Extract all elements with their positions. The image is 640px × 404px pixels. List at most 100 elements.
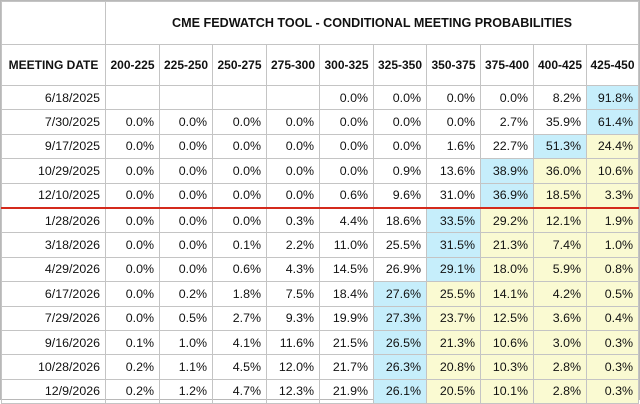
probability-cell: 20.8%	[426, 354, 481, 380]
meeting-date-cell: 12/10/2025	[1, 182, 106, 209]
probability-cell: 0.6%	[212, 256, 267, 283]
probability-cell: 11.0%	[319, 232, 374, 258]
table-row: 12/10/2025 0.0% 0.0% 0.0% 0.0% 0.6% 9.6% 31.0% 3…	[1, 182, 640, 209]
probability-cell: 8.2%	[533, 84, 587, 111]
probability-cell: 2.7%	[212, 305, 267, 331]
probability-cell: 35.9%	[533, 109, 587, 135]
probability-cell: 91.8%	[585, 84, 640, 111]
table-row: 7/30/2025 0.0% 0.0% 0.0% 0.0% 0.0% 0.0% 0.0% 2.7…	[1, 109, 640, 135]
meeting-date-cell: 10/29/2025	[1, 158, 106, 184]
probability-cell: 18.6%	[373, 207, 427, 234]
header-rate-range: 325-350	[373, 44, 427, 86]
probability-cell: 24.4%	[585, 133, 640, 160]
probability-cell: 1.1%	[159, 354, 213, 380]
meeting-date-cell: 4/29/2026	[1, 256, 106, 283]
probability-cell: 0.3%	[585, 329, 640, 356]
probability-cell	[159, 84, 213, 111]
probability-cell: 1.0%	[585, 232, 640, 258]
table-row: 10/29/2025 0.0% 0.0% 0.0% 0.0% 0.0% 0.9% 13.6% 3…	[1, 158, 640, 184]
probability-cell: 12.0%	[266, 354, 320, 380]
probability-cell: 0.0%	[373, 84, 427, 111]
probability-cell: 0.0%	[319, 133, 374, 160]
probability-cell: 0.0%	[159, 256, 213, 283]
probability-cell: 0.0%	[212, 109, 267, 135]
header-rate-range: 250-275	[212, 44, 267, 86]
header-rate-range: 300-325	[319, 44, 374, 86]
probability-cell: 21.7%	[319, 354, 374, 380]
probability-cell: 1.6%	[426, 133, 481, 160]
probability-cell: 11.6%	[266, 329, 320, 356]
probability-cell: 0.0%	[159, 182, 213, 209]
probability-cell: 29.2%	[480, 207, 534, 234]
probability-cell: 10.6%	[585, 158, 640, 184]
probability-cell: 0.0%	[319, 158, 374, 184]
probability-cell: 0.0%	[105, 109, 160, 135]
meeting-date-cell: 6/17/2026	[1, 281, 106, 307]
header-row: MEETING DATE 200-225 225-250 250-275 275-30…	[1, 44, 640, 86]
meeting-date-cell: 9/16/2026	[1, 329, 106, 356]
probability-cell: 36.0%	[533, 158, 587, 184]
probability-cell: 31.5%	[426, 232, 481, 258]
probability-cell: 0.9%	[373, 158, 427, 184]
probability-cell: 18.0%	[480, 256, 534, 283]
probability-cell: 0.0%	[105, 158, 160, 184]
probability-cell: 12.5%	[480, 305, 534, 331]
title-row: CME FEDWATCH TOOL - CONDITIONAL MEETING …	[1, 1, 640, 45]
probability-cell: 18.5%	[533, 182, 587, 209]
table-row: 9/17/2025 0.0% 0.0% 0.0% 0.0% 0.0% 0.0% 1.6% 22.…	[1, 133, 640, 160]
probability-cell: 3.6%	[533, 305, 587, 331]
probability-cell: 0.0%	[319, 84, 374, 111]
probability-cell: 21.3%	[426, 329, 481, 356]
probability-cell: 0.5%	[585, 281, 640, 307]
probability-cell: 0.5%	[159, 305, 213, 331]
meeting-date-cell: 6/18/2025	[1, 84, 106, 111]
probability-cell: 2.2%	[266, 232, 320, 258]
probability-cell: 12.1%	[533, 207, 587, 234]
probability-cell: 4.3%	[266, 256, 320, 283]
probability-cell: 0.6%	[319, 182, 374, 209]
probability-cell: 9.3%	[266, 305, 320, 331]
probability-cell: 51.3%	[533, 133, 587, 160]
probability-cell: 0.0%	[159, 133, 213, 160]
probability-cell: 10.3%	[480, 354, 534, 380]
probability-cell: 25.5%	[426, 281, 481, 307]
probability-cell: 22.7%	[480, 133, 534, 160]
probability-cell: 0.0%	[212, 182, 267, 209]
probability-cell: 10.6%	[480, 329, 534, 356]
probability-cell: 4.2%	[533, 281, 587, 307]
probability-cell: 18.4%	[319, 281, 374, 307]
probability-cell: 27.6%	[373, 281, 427, 307]
probability-cell: 0.2%	[159, 281, 213, 307]
probability-cell: 29.1%	[426, 256, 481, 283]
meeting-date-cell: 7/29/2026	[1, 305, 106, 331]
probability-cell: 1.0%	[159, 329, 213, 356]
table-row: 1/28/2026 0.0% 0.0% 0.0% 0.3% 4.4% 18.6% 33.5% 2…	[1, 207, 640, 234]
probability-cell: 21.5%	[319, 329, 374, 356]
probability-cell: 27.3%	[373, 305, 427, 331]
probability-cell: 0.0%	[159, 232, 213, 258]
probability-cell	[212, 84, 267, 111]
probability-cell: 19.9%	[319, 305, 374, 331]
probability-cell: 4.1%	[212, 329, 267, 356]
probability-cell	[105, 84, 160, 111]
probability-cell: 14.5%	[319, 256, 374, 283]
probability-cell: 38.9%	[480, 158, 534, 184]
probability-cell: 9.6%	[373, 182, 427, 209]
probability-cell: 2.8%	[533, 354, 587, 380]
probability-cell: 3.0%	[533, 329, 587, 356]
probability-cell: 1.9%	[585, 207, 640, 234]
probability-cell: 7.4%	[533, 232, 587, 258]
probability-cell: 0.0%	[212, 207, 267, 234]
probability-cell: 14.1%	[480, 281, 534, 307]
probability-cell: 26.3%	[373, 354, 427, 380]
probability-cell: 0.0%	[105, 133, 160, 160]
probability-cell: 0.0%	[373, 133, 427, 160]
corner-cell	[1, 1, 106, 45]
probability-cell: 0.0%	[480, 84, 534, 111]
probability-cell: 3.3%	[585, 182, 640, 209]
table-row: 4/29/2026 0.0% 0.0% 0.6% 4.3% 14.5% 26.9% 29.1%…	[1, 256, 640, 283]
table-row: 6/18/2025 0.0% 0.0% 0.0% 0.0% 8.2% 91.8%	[1, 84, 640, 111]
probability-cell: 0.0%	[266, 182, 320, 209]
probability-cell: 7.5%	[266, 281, 320, 307]
meeting-date-cell: 1/28/2026	[1, 207, 106, 234]
